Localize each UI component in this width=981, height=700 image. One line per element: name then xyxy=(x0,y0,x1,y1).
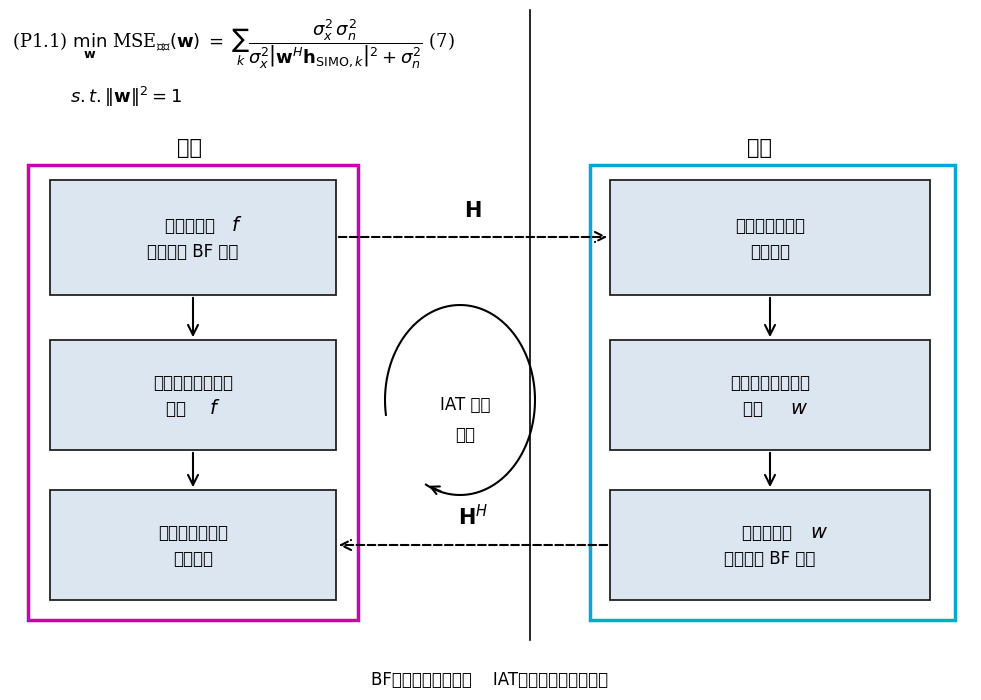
Text: 使用优化的: 使用优化的 xyxy=(166,216,221,235)
FancyBboxPatch shape xyxy=(610,490,930,600)
FancyBboxPatch shape xyxy=(50,180,336,295)
Text: (P1.1) $\underset{\mathbf{w}}{\min}$ MSE$_{\mathrm{用户}}(\mathbf{w})$$\;=\;\sum_k: (P1.1) $\underset{\mathbf{w}}{\min}$ MSE… xyxy=(12,18,455,71)
FancyBboxPatch shape xyxy=(610,340,930,450)
Text: BF：自适应波束赋形    IAT：迭代天线阵列训练: BF：自适应波束赋形 IAT：迭代天线阵列训练 xyxy=(372,671,608,689)
FancyBboxPatch shape xyxy=(50,490,336,600)
FancyBboxPatch shape xyxy=(590,165,955,620)
Text: $\mathbf{\mathit{f}}$: $\mathbf{\mathit{f}}$ xyxy=(231,216,242,235)
Text: 用户: 用户 xyxy=(748,138,772,158)
Text: 对上行等效信道: 对上行等效信道 xyxy=(158,524,228,542)
Text: 基站: 基站 xyxy=(178,138,202,158)
FancyBboxPatch shape xyxy=(28,165,358,620)
Text: $\mathbf{\mathit{w}}$: $\mathbf{\mathit{w}}$ xyxy=(790,400,808,419)
Text: 进行上行 BF 发射: 进行上行 BF 发射 xyxy=(724,550,815,568)
Text: 解基站子优化问题: 解基站子优化问题 xyxy=(153,374,233,392)
FancyBboxPatch shape xyxy=(50,340,336,450)
Text: 解用户子优化问题: 解用户子优化问题 xyxy=(730,374,810,392)
Text: $\mathbf{H}^H$: $\mathbf{H}^H$ xyxy=(458,504,489,529)
Text: 进行估计: 进行估计 xyxy=(750,242,790,260)
FancyBboxPatch shape xyxy=(610,180,930,295)
Text: 优化: 优化 xyxy=(744,400,769,418)
Text: 优化: 优化 xyxy=(167,400,191,418)
Text: 使用优化的: 使用优化的 xyxy=(743,524,798,542)
Text: 进行下行 BF 发射: 进行下行 BF 发射 xyxy=(147,242,238,260)
Text: $s.t.\|\mathbf{w}\|^2 = 1$: $s.t.\|\mathbf{w}\|^2 = 1$ xyxy=(70,85,182,109)
Text: IAT 迭代
循环: IAT 迭代 循环 xyxy=(439,396,490,444)
Text: $\mathbf{\mathit{w}}$: $\mathbf{\mathit{w}}$ xyxy=(810,524,828,542)
Text: 进行估计: 进行估计 xyxy=(173,550,213,568)
Text: $\mathbf{H}$: $\mathbf{H}$ xyxy=(464,201,482,221)
Text: 对下行等效信道: 对下行等效信道 xyxy=(735,216,805,235)
Text: $\mathbf{\mathit{f}}$: $\mathbf{\mathit{f}}$ xyxy=(209,400,221,419)
